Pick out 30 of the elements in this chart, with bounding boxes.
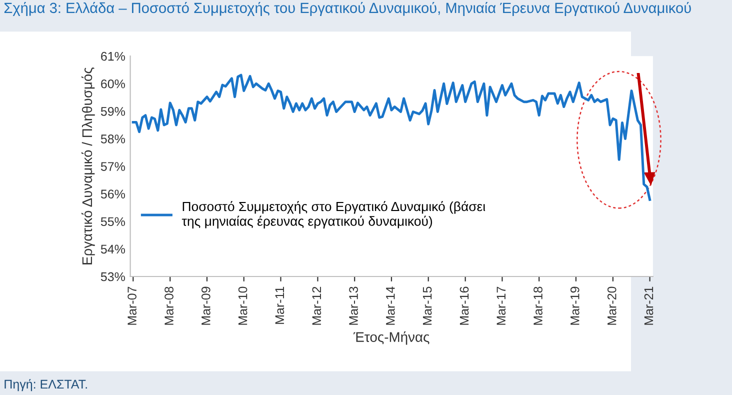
y-tick-label: 59%	[100, 106, 125, 116]
x-tick-label: Mar-13	[349, 286, 358, 325]
line-series	[132, 74, 652, 201]
x-tick-label: Mar-14	[386, 286, 395, 325]
x-tick-label: Mar-08	[164, 286, 174, 325]
x-tick-label: Mar-19	[570, 286, 580, 325]
y-tick-label: 61%	[101, 52, 125, 61]
text: Πηγή: ΕΛΣΤΑΤ.	[4, 379, 87, 392]
legend-label: Ποσοστό Συμμετοχής στο Εργατικό Δυναμικό (βάσει της μηνιαίας έρευνας εργατικού δυναμικού)	[182, 201, 486, 228]
x-tick-label: Mar-17	[496, 286, 506, 325]
x-tick-label: Mar-18	[534, 286, 542, 325]
x-tick-label: Mar-15	[422, 286, 432, 325]
y-tick-label: 60%	[101, 79, 125, 88]
x-tick-label: Mar-16	[460, 286, 469, 325]
x-tick-label: Mar-09	[201, 286, 210, 325]
x-tick-label: Mar-07	[128, 286, 136, 325]
y-axis-title: Εργατικό Δυναμικό / Πληθυσμός	[82, 68, 95, 264]
x-tick-label: Mar-12	[312, 286, 322, 325]
x-tick-label: Mar-11	[275, 286, 284, 324]
y-tick-label: 53%	[100, 272, 125, 282]
x-tick-label: Mar-10	[238, 286, 248, 325]
y-tick-label: 58%	[100, 134, 125, 144]
x-tick-label: Mar-20	[607, 286, 616, 325]
y-tick-label: 57%	[100, 162, 125, 171]
y-tick-label: 56%	[100, 190, 125, 198]
x-axis-title: Έτος-Μήνας	[353, 331, 430, 345]
y-tick-label: 55%	[100, 217, 125, 226]
y-tick-label: 54%	[100, 244, 125, 254]
chart-title: Σχήμα 3: Ελλάδα – Ποσοστό Συμμετοχής του Εργατικού Δυναμικού, Μηνιαία Έρευνα Εργατικού Δυναμικού	[4, 2, 691, 16]
x-tick-label: Mar-21	[644, 286, 654, 325]
